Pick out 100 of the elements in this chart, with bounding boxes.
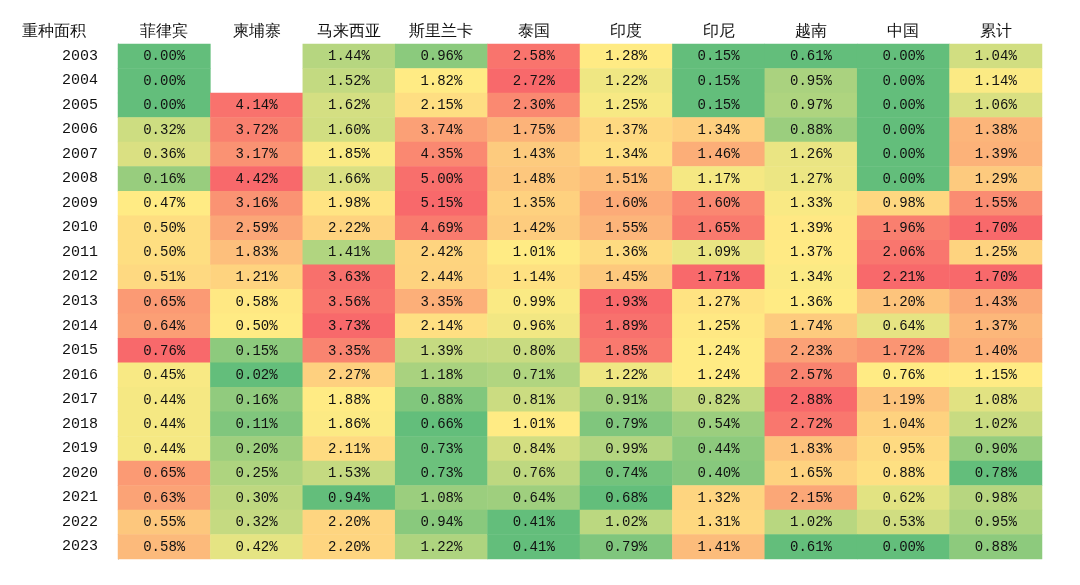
data-label: 1.32% — [697, 489, 741, 506]
data-label: 0.45% — [143, 367, 186, 384]
data-label: 0.50% — [143, 219, 186, 236]
data-label: 0.94% — [327, 489, 371, 506]
data-label: 2.27% — [327, 367, 371, 384]
data-label: 5.00% — [420, 170, 463, 187]
data-label: 2.44% — [420, 268, 463, 285]
y-tick-label: 2008 — [61, 170, 98, 188]
data-label: 4.35% — [420, 146, 463, 163]
data-label: 1.48% — [512, 170, 556, 187]
data-label: 0.36% — [143, 146, 186, 163]
data-label: 1.41% — [697, 538, 741, 555]
data-label: 0.02% — [235, 367, 279, 384]
data-label: 2.58% — [512, 48, 556, 65]
data-label: 2.15% — [420, 97, 463, 114]
y-tick-label: 2021 — [61, 489, 98, 507]
x-tick-label: 印尼 — [702, 20, 735, 40]
data-label: 1.42% — [512, 219, 556, 236]
data-label: 1.20% — [882, 293, 925, 310]
y-tick-label: 2023 — [61, 538, 98, 556]
data-label: 0.61% — [789, 538, 833, 555]
y-tick-label: 2013 — [61, 293, 98, 310]
data-label: 1.22% — [605, 367, 648, 384]
data-label: 0.42% — [235, 538, 279, 555]
x-tick-label: 马来西亚 — [317, 20, 381, 40]
data-label: 0.58% — [143, 538, 186, 555]
data-label: 4.69% — [420, 219, 463, 236]
data-label: 0.80% — [512, 342, 556, 359]
data-label: 1.02% — [789, 514, 833, 531]
data-label: 0.41% — [512, 538, 556, 555]
data-label: 1.34% — [605, 146, 648, 163]
data-label: 1.96% — [882, 219, 925, 236]
data-label: 0.00% — [143, 97, 186, 114]
data-label: 1.34% — [789, 268, 833, 285]
data-label: 0.44% — [143, 391, 186, 408]
data-label: 1.75% — [512, 121, 556, 138]
data-label: 0.65% — [143, 293, 186, 310]
data-label: 1.39% — [789, 219, 833, 236]
y-tick-label: 2012 — [61, 268, 98, 286]
data-label: 0.88% — [882, 465, 925, 482]
data-label: 0.81% — [512, 391, 556, 408]
data-label: 1.98% — [327, 195, 371, 212]
data-label: 1.18% — [420, 367, 463, 384]
x-tick-label: 泰国 — [517, 20, 550, 40]
data-label: 0.82% — [697, 391, 741, 408]
data-label: 0.62% — [882, 489, 925, 506]
data-label: 0.15% — [697, 72, 741, 89]
data-label: 1.28% — [605, 48, 648, 65]
y-tick-label: 2010 — [61, 219, 98, 237]
data-label: 0.95% — [789, 72, 833, 89]
data-label: 2.57% — [789, 367, 833, 384]
data-label: 1.70% — [974, 268, 1018, 285]
data-label: 1.51% — [605, 170, 648, 187]
data-label: 1.04% — [882, 416, 925, 433]
data-label: 0.66% — [420, 416, 463, 433]
data-label: 1.37% — [605, 121, 648, 138]
data-label: 1.36% — [789, 293, 833, 310]
data-label: 2.23% — [789, 342, 833, 359]
data-label: 1.89% — [605, 318, 648, 335]
data-label: 0.54% — [697, 416, 741, 433]
data-label: 0.16% — [143, 170, 186, 187]
data-label: 0.99% — [512, 293, 556, 310]
y-tick-label: 2016 — [61, 366, 98, 384]
data-label: 0.96% — [420, 48, 463, 65]
y-tick-label: 2005 — [61, 96, 98, 114]
data-label: 0.84% — [512, 440, 556, 457]
y-tick-label: 2006 — [61, 121, 98, 139]
data-label: 1.65% — [697, 219, 741, 236]
data-label: 0.76% — [143, 342, 186, 359]
data-label: 0.64% — [882, 318, 925, 335]
data-label: 0.55% — [143, 514, 186, 531]
data-label: 1.29% — [974, 170, 1018, 187]
data-label: 0.25% — [235, 465, 279, 482]
data-label: 2.59% — [235, 219, 279, 236]
data-label: 0.44% — [143, 440, 186, 457]
y-tick-label: 2022 — [61, 513, 98, 531]
data-label: 1.25% — [974, 244, 1018, 261]
data-label: 0.47% — [143, 195, 186, 212]
data-label: 1.60% — [697, 195, 741, 212]
data-label: 0.76% — [512, 465, 556, 482]
data-label: 1.02% — [605, 514, 648, 531]
data-label: 1.74% — [789, 318, 833, 335]
data-label: 0.97% — [789, 97, 833, 114]
data-label: 1.66% — [327, 170, 371, 187]
data-label: 0.00% — [882, 146, 925, 163]
data-label: 0.15% — [235, 342, 279, 359]
data-label: 4.42% — [235, 170, 279, 187]
data-label: 0.00% — [882, 170, 925, 187]
data-label: 0.41% — [512, 514, 556, 531]
data-label: 0.74% — [605, 465, 648, 482]
data-label: 3.17% — [235, 146, 279, 163]
data-label: 1.65% — [789, 465, 833, 482]
x-tick-label: 柬埔寨 — [232, 20, 281, 40]
data-label: 1.85% — [605, 342, 648, 359]
data-label: 0.78% — [974, 465, 1018, 482]
data-label: 1.82% — [420, 72, 463, 89]
data-label: 2.72% — [512, 72, 556, 89]
data-label: 0.73% — [420, 440, 463, 457]
data-label: 1.83% — [235, 244, 279, 261]
data-label: 1.71% — [697, 268, 741, 285]
